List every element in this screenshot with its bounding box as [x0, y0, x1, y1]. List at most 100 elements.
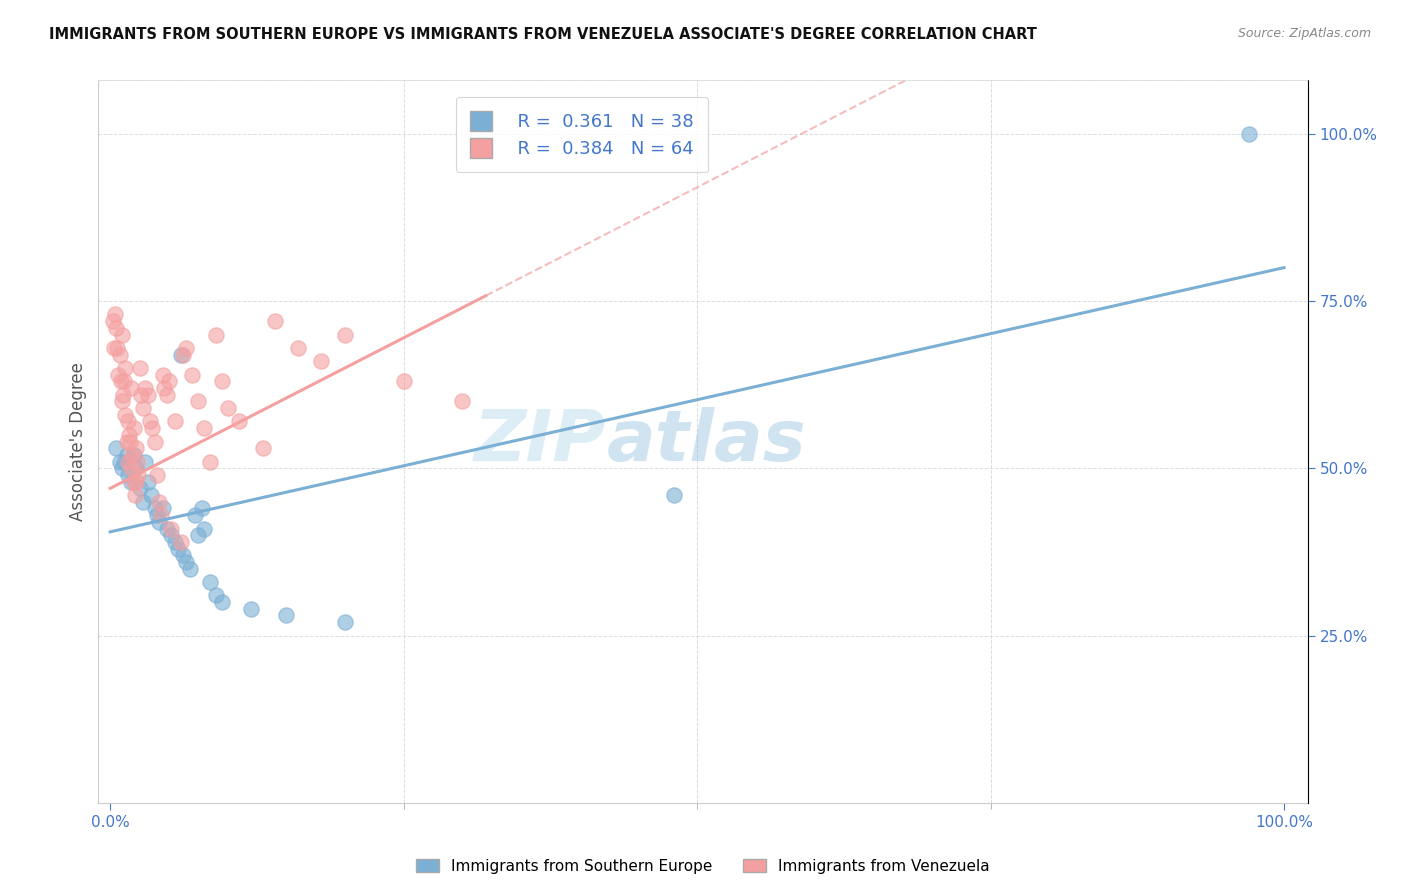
Point — [115, 434, 138, 449]
Point — [120, 475, 142, 489]
Point — [146, 467, 169, 482]
Legend: Immigrants from Southern Europe, Immigrants from Venezuela: Immigrants from Southern Europe, Immigra… — [411, 853, 995, 880]
Point — [183, 508, 205, 523]
Point — [111, 327, 134, 342]
Point — [115, 448, 138, 462]
Point — [204, 589, 226, 603]
Text: IMMIGRANTS FROM SOUTHERN EUROPE VS IMMIGRANTS FROM VENEZUELA ASSOCIATE'S DEGREE : IMMIGRANTS FROM SOUTHERN EUROPE VS IMMIG… — [49, 27, 1038, 42]
Point — [139, 414, 162, 429]
Point — [134, 381, 156, 395]
Point — [108, 455, 131, 469]
Text: ZIP: ZIP — [474, 407, 606, 476]
Point — [125, 475, 148, 489]
Text: Source: ZipAtlas.com: Source: ZipAtlas.com — [1237, 27, 1371, 40]
Point — [105, 442, 128, 455]
Point — [181, 368, 204, 382]
Point — [155, 521, 177, 535]
Point — [451, 394, 474, 409]
Point — [122, 448, 145, 462]
Point — [108, 348, 131, 362]
Point — [169, 534, 191, 549]
Point — [276, 608, 298, 623]
Point — [287, 341, 309, 355]
Point — [263, 314, 285, 328]
Point — [333, 327, 356, 342]
Point — [146, 508, 169, 523]
Point — [120, 461, 142, 475]
Point — [152, 368, 174, 382]
Point — [127, 467, 149, 482]
Point — [125, 461, 148, 475]
Point — [103, 341, 125, 355]
Point — [107, 368, 129, 382]
Point — [120, 434, 142, 449]
Text: atlas: atlas — [606, 407, 806, 476]
Point — [105, 341, 128, 355]
Point — [132, 401, 155, 416]
Point — [122, 421, 145, 435]
Point — [204, 327, 226, 342]
Point — [198, 455, 221, 469]
Point — [125, 442, 148, 455]
Point — [176, 341, 198, 355]
Point — [128, 482, 150, 496]
Point — [169, 348, 191, 362]
Point — [160, 528, 183, 542]
Point — [114, 408, 136, 422]
Point — [148, 515, 170, 529]
Point — [136, 387, 159, 401]
Point — [122, 475, 145, 489]
Point — [120, 381, 142, 395]
Point — [311, 354, 333, 368]
Point — [121, 448, 143, 462]
Point — [148, 494, 170, 508]
Point — [198, 575, 221, 590]
Point — [392, 375, 415, 389]
Point — [252, 442, 274, 455]
Point — [124, 488, 146, 502]
Point — [105, 321, 128, 335]
Point — [104, 307, 127, 322]
Legend:   R =  0.361   N = 38,   R =  0.384   N = 64: R = 0.361 N = 38, R = 0.384 N = 64 — [456, 96, 709, 172]
Point — [128, 361, 150, 376]
Point — [152, 501, 174, 516]
Point — [101, 314, 124, 328]
Point — [110, 375, 132, 389]
Point — [134, 455, 156, 469]
Point — [163, 534, 186, 549]
Point — [149, 508, 172, 523]
Point — [114, 361, 136, 376]
Y-axis label: Associate's Degree: Associate's Degree — [69, 362, 87, 521]
Point — [193, 521, 215, 535]
Point — [111, 394, 134, 409]
Point — [193, 421, 215, 435]
Point — [179, 562, 201, 576]
Point — [129, 387, 152, 401]
Point — [111, 461, 134, 475]
Point — [172, 548, 194, 563]
Point — [187, 528, 209, 542]
Point — [143, 501, 166, 516]
Point — [136, 475, 159, 489]
Point — [117, 467, 139, 482]
Point — [240, 602, 263, 616]
Point — [228, 414, 250, 429]
Point — [153, 381, 176, 395]
Point — [167, 541, 190, 556]
Point — [127, 455, 149, 469]
Point — [117, 414, 139, 429]
Point — [1237, 127, 1260, 141]
Point — [211, 595, 233, 609]
Point — [112, 455, 135, 469]
Point — [112, 375, 135, 389]
Point — [141, 421, 163, 435]
Point — [172, 348, 194, 362]
Point — [157, 375, 180, 389]
Point — [132, 494, 155, 508]
Point — [662, 488, 685, 502]
Point — [155, 387, 177, 401]
Point — [117, 455, 139, 469]
Point — [176, 555, 198, 569]
Point — [163, 414, 186, 429]
Point — [141, 488, 163, 502]
